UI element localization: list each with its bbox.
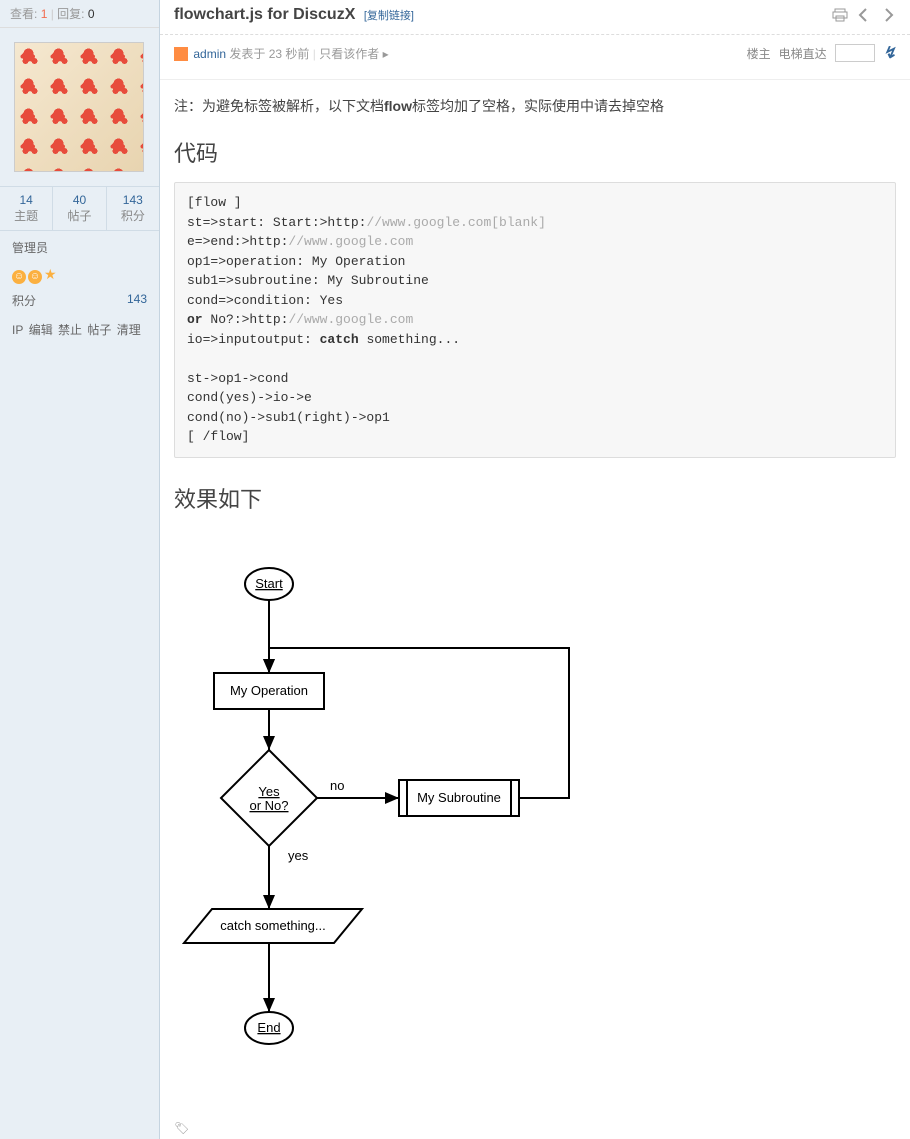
svg-text:or No?: or No?: [249, 798, 288, 813]
note-text: 注：为避免标签被解析，以下文档flow标签均加了空格，实际使用中请去掉空格: [174, 96, 896, 116]
svg-text:Start: Start: [255, 576, 283, 591]
post-title-wrap: flowchart.js for DiscuzX [复制链接]: [174, 6, 414, 24]
note-bold: flow: [384, 98, 412, 114]
result-heading: 效果如下: [174, 482, 896, 514]
post-title: flowchart.js for DiscuzX: [174, 6, 355, 23]
admin-clean[interactable]: 清理: [117, 323, 141, 337]
next-icon[interactable]: [880, 7, 896, 23]
stat-num: 14: [0, 193, 52, 207]
admin-edit[interactable]: 编辑: [29, 323, 53, 337]
view-stats: 查看: 1 | 回复: 0: [0, 0, 159, 28]
points-value: 143: [127, 292, 147, 309]
note-suffix: 标签均加了空格，实际使用中请去掉空格: [412, 98, 664, 114]
svg-text:My Subroutine: My Subroutine: [417, 790, 501, 805]
tag-icon: 🏷: [174, 1121, 189, 1135]
code-heading: 代码: [174, 136, 896, 168]
tag-row: 🏷: [160, 1117, 910, 1139]
star-icon: ★: [44, 266, 57, 282]
meta-right: 楼主 电梯直达 ↯: [747, 43, 896, 63]
elevator-label: 电梯直达: [779, 45, 827, 62]
badge-icon: ☺: [12, 270, 26, 284]
stat-num: 40: [53, 193, 105, 207]
elevator-input[interactable]: [835, 44, 875, 62]
svg-text:catch something...: catch something...: [220, 918, 326, 933]
chevron-right-icon: ▸: [383, 47, 389, 61]
stat-posts[interactable]: 40 帖子: [53, 187, 106, 230]
admin-post[interactable]: 帖子: [87, 323, 111, 337]
admin-ip[interactable]: IP: [12, 323, 23, 337]
reply-count: 0: [88, 7, 95, 21]
posted-prefix: 发表于: [229, 47, 265, 61]
stat-label: 帖子: [67, 209, 91, 223]
points-row: 积分 143: [0, 286, 159, 315]
stat-num: 143: [107, 193, 159, 207]
svg-text:End: End: [257, 1020, 280, 1035]
main-content: flowchart.js for DiscuzX [复制链接] admin 发表…: [160, 0, 910, 1139]
svg-text:Yes: Yes: [258, 784, 280, 799]
points-label: 积分: [12, 292, 36, 309]
user-role: 管理员: [0, 231, 159, 264]
svg-text:no: no: [330, 778, 344, 793]
svg-text:yes: yes: [288, 848, 309, 863]
code-block: [flow ] st=>start: Start:>http://www.goo…: [174, 182, 896, 458]
admin-ban[interactable]: 禁止: [58, 323, 82, 337]
badge-icon: ☺: [28, 270, 42, 284]
user-stats: 14 主题 40 帖子 143 积分: [0, 186, 159, 231]
flowchart-svg: yes no Start My Operation Yesor No? My Subrou…: [174, 548, 774, 1078]
author-link[interactable]: admin: [193, 47, 226, 61]
floor-label: 楼主: [747, 45, 771, 62]
only-author-link[interactable]: 只看该作者: [319, 47, 379, 61]
reply-label: 回复:: [57, 7, 84, 21]
prev-icon[interactable]: [856, 7, 872, 23]
print-icon[interactable]: [832, 7, 848, 23]
copy-link[interactable]: [复制链接]: [364, 10, 414, 22]
flowchart: yes no Start My Operation Yesor No? My Subrou…: [174, 528, 896, 1101]
goto-icon[interactable]: ↯: [883, 43, 896, 63]
view-count: 1: [41, 7, 48, 21]
stat-points[interactable]: 143 积分: [107, 187, 159, 230]
user-avatar[interactable]: [14, 42, 144, 172]
user-icon: [174, 47, 188, 61]
stat-label: 主题: [14, 209, 38, 223]
meta-left: admin 发表于 23 秒前 | 只看该作者 ▸: [174, 45, 389, 62]
user-badges: ☺☺★: [0, 264, 159, 286]
post-header: flowchart.js for DiscuzX [复制链接]: [160, 0, 910, 35]
posted-time: 23 秒前: [269, 47, 310, 61]
view-label: 查看:: [10, 7, 37, 21]
post-body: 注：为避免标签被解析，以下文档flow标签均加了空格，实际使用中请去掉空格 代码…: [160, 80, 910, 1117]
stat-label: 积分: [121, 209, 145, 223]
post-meta: admin 发表于 23 秒前 | 只看该作者 ▸ 楼主 电梯直达 ↯: [160, 35, 910, 80]
admin-links: IP 编辑 禁止 帖子 清理: [0, 315, 159, 344]
sidebar: 查看: 1 | 回复: 0 14 主题 40 帖子 143 积分 管理员 ☺☺★: [0, 0, 160, 1139]
post-actions: [832, 7, 896, 23]
svg-text:My Operation: My Operation: [230, 683, 308, 698]
note-prefix: 注：为避免标签被解析，以下文档: [174, 98, 384, 114]
stat-topics[interactable]: 14 主题: [0, 187, 53, 230]
